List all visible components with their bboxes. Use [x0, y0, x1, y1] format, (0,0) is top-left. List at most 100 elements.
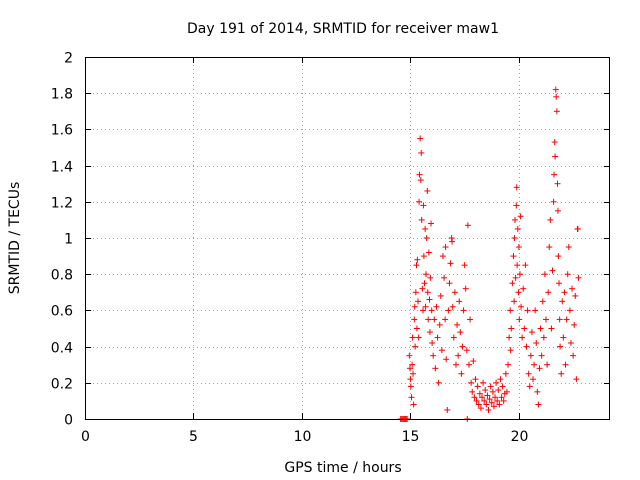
data-point [439, 253, 446, 260]
data-point [473, 397, 480, 404]
data-point [469, 388, 476, 395]
x-tick-labels: 0 5 10 15 20 [81, 429, 528, 445]
data-point [531, 361, 538, 368]
data-point [505, 361, 512, 368]
data-point [438, 347, 445, 354]
data-point [454, 321, 461, 328]
data-point [441, 274, 448, 281]
data-point [518, 303, 525, 310]
data-point [428, 220, 435, 227]
data-point [494, 397, 501, 404]
data-point [479, 394, 486, 401]
data-point [423, 235, 430, 241]
data-point [559, 298, 566, 305]
data-point [574, 225, 581, 232]
x-tick-label: 5 [189, 429, 198, 445]
data-point [553, 108, 560, 115]
data-point [554, 180, 561, 187]
data-point [419, 307, 426, 314]
data-point [408, 394, 415, 401]
data-point [516, 271, 523, 278]
y-tick-label: 2 [64, 51, 73, 67]
data-point [436, 321, 443, 328]
data-point [476, 390, 483, 397]
data-point [423, 271, 430, 278]
data-point [488, 399, 495, 406]
data-point [554, 207, 561, 214]
data-point [424, 289, 431, 296]
data-point [463, 347, 470, 354]
data-point [470, 358, 477, 365]
data-point [418, 216, 425, 223]
data-point [415, 298, 422, 305]
data-point [546, 244, 553, 251]
data-point [419, 285, 426, 292]
data-point [422, 303, 429, 310]
data-point [575, 274, 582, 281]
data-point [508, 325, 515, 332]
y-tick-label: 1 [64, 232, 73, 248]
data-point [477, 405, 484, 412]
data-point [437, 292, 444, 299]
data-point [525, 370, 532, 377]
data-point [533, 339, 540, 346]
data-point [555, 253, 562, 260]
data-point [446, 280, 453, 287]
data-point [485, 406, 492, 413]
data-point [472, 376, 479, 383]
x-axis-label: GPS time / hours [284, 460, 401, 476]
data-point [514, 262, 521, 269]
data-point [458, 370, 465, 377]
data-point [516, 316, 523, 323]
y-tick-label: 0 [64, 413, 73, 429]
data-point [515, 289, 522, 296]
data-point [556, 280, 563, 287]
data-point [529, 376, 536, 383]
y-tick-label: 1.6 [51, 123, 73, 139]
data-point [492, 394, 499, 401]
data-point [411, 316, 418, 323]
data-point [418, 149, 425, 156]
data-point [430, 352, 437, 359]
data-point [413, 262, 420, 269]
data-point [540, 334, 547, 341]
data-point [420, 202, 427, 209]
data-point [556, 316, 563, 323]
data-point [421, 280, 428, 287]
data-point [557, 343, 564, 350]
y-tick-label: 0.6 [51, 304, 73, 320]
data-point [425, 316, 432, 323]
data-point [442, 244, 449, 251]
y-tick-label: 1.8 [51, 87, 73, 103]
data-point [482, 387, 489, 394]
data-point [513, 184, 520, 191]
data-point [496, 401, 503, 408]
data-point [500, 397, 507, 404]
data-point [460, 307, 467, 314]
data-point [410, 370, 417, 377]
x-tick-label: 0 [81, 429, 90, 445]
data-point [524, 307, 531, 314]
data-point [449, 238, 456, 245]
data-point [445, 307, 452, 314]
data-point [502, 370, 509, 377]
data-point [512, 274, 519, 281]
data-point [549, 267, 556, 274]
data-point [410, 401, 417, 408]
data-point [425, 249, 432, 256]
data-point [558, 370, 565, 377]
data-point [449, 303, 456, 310]
data-point [514, 225, 521, 232]
data-point [550, 198, 557, 205]
data-point [551, 171, 558, 178]
data-point [465, 361, 472, 368]
data-point [484, 392, 491, 399]
data-point [522, 262, 529, 269]
data-point [572, 292, 579, 299]
data-point [506, 334, 513, 341]
data-point [552, 153, 559, 160]
x-tick-label: 10 [294, 429, 312, 445]
data-point [424, 187, 431, 194]
data-point [417, 177, 424, 184]
data-point [510, 253, 517, 260]
